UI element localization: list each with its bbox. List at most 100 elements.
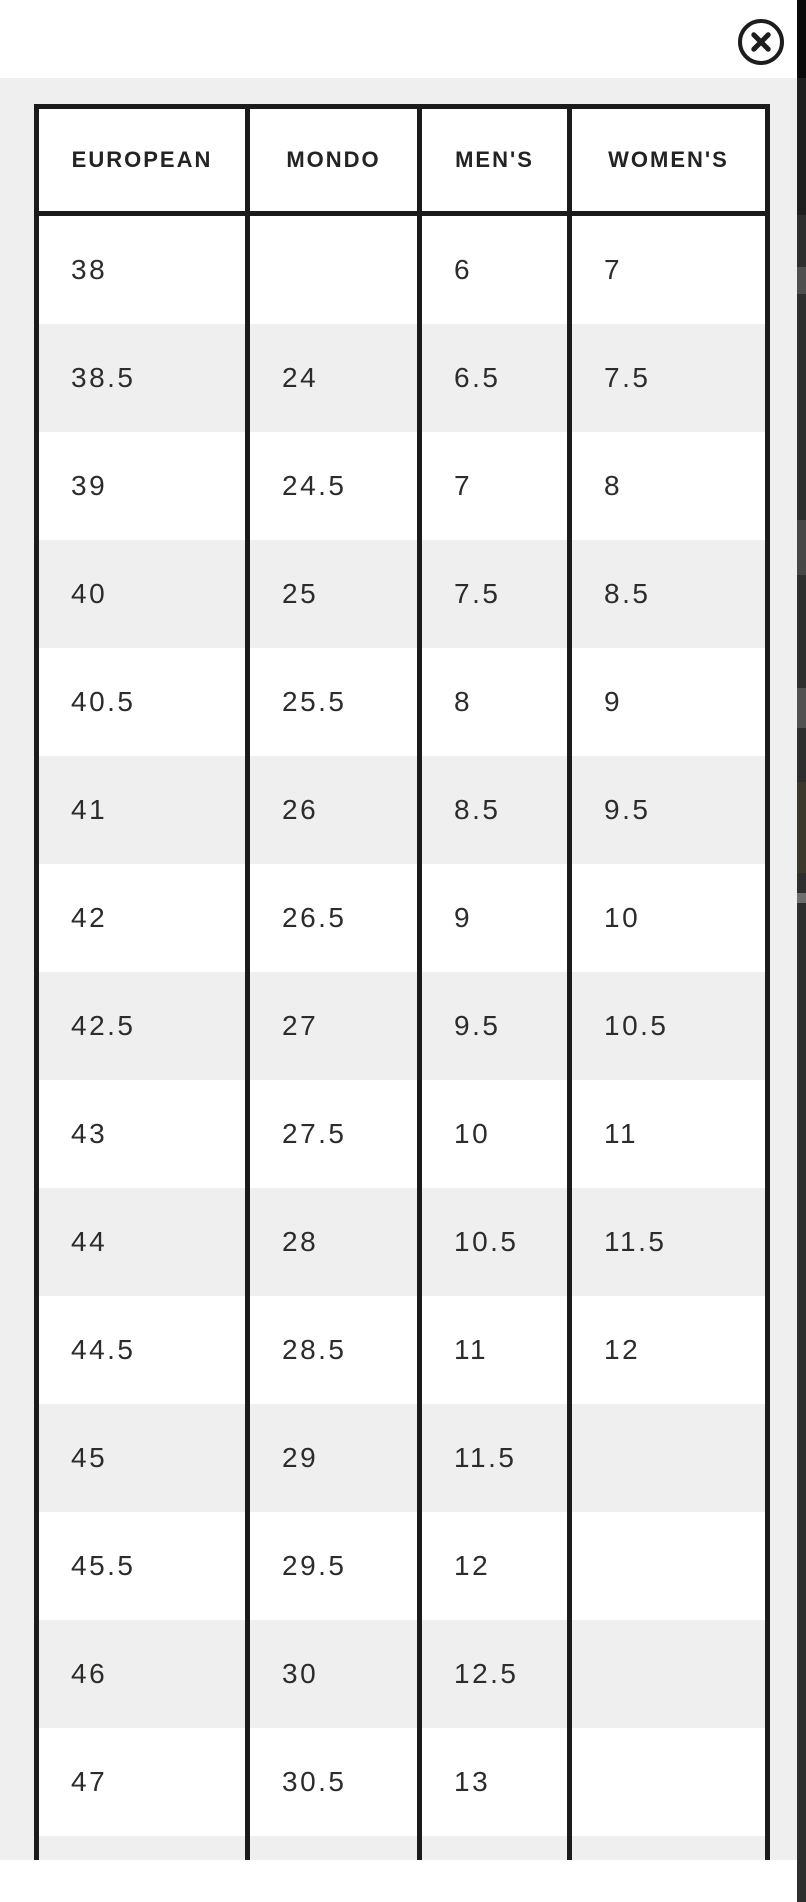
table-cell [567,1512,770,1620]
table-cell [245,213,422,324]
table-cell: 45 [34,1404,250,1512]
page-edge-mark [797,893,806,903]
table-cell: 9 [567,648,770,756]
size-chart-scroll-area[interactable]: EUROPEAN MONDO MEN'S WOMEN'S 38 6 7 38.5 24 6.5 7… [0,78,797,1860]
table-cell [245,1836,422,1860]
page-edge-mark [797,782,806,873]
table-row: 41 26 8.5 9.5 [34,756,770,864]
page-edge-mark [797,0,806,78]
table-cell: 7.5 [567,324,770,432]
table-cell [34,1836,250,1860]
background-page-edge [797,0,806,1902]
table-cell: 45.5 [34,1512,250,1620]
table-cell: 26.5 [245,864,422,972]
table-cell: 12 [417,1512,572,1620]
table-cell: 29.5 [245,1512,422,1620]
table-cell: 46 [34,1620,250,1728]
table-cell: 9.5 [417,972,572,1080]
table-cell: 44 [34,1188,250,1296]
table-cell: 7 [567,213,770,324]
table-cell: 30 [245,1620,422,1728]
table-header-row: EUROPEAN MONDO MEN'S WOMEN'S [34,104,770,216]
table-cell: 42 [34,864,250,972]
table-row: 40 25 7.5 8.5 [34,540,770,648]
table-cell: 7.5 [417,540,572,648]
table-cell [567,1404,770,1512]
table-row: 39 24.5 7 8 [34,432,770,540]
table-row: 38 6 7 [34,213,770,324]
table-cell: 39 [34,432,250,540]
page-edge-mark [797,78,806,215]
table-cell: 28.5 [245,1296,422,1404]
table-cell [567,1728,770,1836]
table-cell: 11.5 [417,1404,572,1512]
table-cell: 8 [417,648,572,756]
table-cell: 11 [417,1296,572,1404]
table-cell: 10 [567,864,770,972]
table-cell: 24.5 [245,432,422,540]
table-body: 38 6 7 38.5 24 6.5 7.5 39 24.5 7 8 40 25 7.5 8.5 40.5 25… [34,213,770,1860]
table-row: 44.5 28.5 11 12 [34,1296,770,1404]
table-cell: 27.5 [245,1080,422,1188]
table-cell: 38.5 [34,324,250,432]
table-row: 38.5 24 6.5 7.5 [34,324,770,432]
table-cell: 8 [567,432,770,540]
table-cell [417,1836,572,1860]
table-row: 44 28 10.5 11.5 [34,1188,770,1296]
table-cell: 10.5 [417,1188,572,1296]
table-cell: 38 [34,213,250,324]
table-row: 42 26.5 9 10 [34,864,770,972]
table-cell: 47 [34,1728,250,1836]
column-header: WOMEN'S [567,104,770,216]
close-icon [738,19,784,65]
table-row: 40.5 25.5 8 9 [34,648,770,756]
table-cell: 26 [245,756,422,864]
table-cell: 13 [417,1728,572,1836]
table-row: 42.5 27 9.5 10.5 [34,972,770,1080]
modal-footer [0,1860,797,1902]
table-row: 43 27.5 10 11 [34,1080,770,1188]
table-cell: 11.5 [567,1188,770,1296]
table-cell: 27 [245,972,422,1080]
size-chart-table: EUROPEAN MONDO MEN'S WOMEN'S 38 6 7 38.5 24 6.5 7… [34,104,770,1860]
close-button[interactable] [736,17,786,67]
table-cell: 12 [567,1296,770,1404]
table-cell: 8.5 [417,756,572,864]
table-cell [567,1620,770,1728]
table-clip: EUROPEAN MONDO MEN'S WOMEN'S 38 6 7 38.5 24 6.5 7… [34,104,771,1860]
column-header: EUROPEAN [34,104,250,216]
table-cell: 7 [417,432,572,540]
table-cell: 9 [417,864,572,972]
table-cell: 6 [417,213,572,324]
table-cell: 24 [245,324,422,432]
table-cell: 42.5 [34,972,250,1080]
table-cell: 28 [245,1188,422,1296]
column-header: MEN'S [417,104,572,216]
table-cell: 25.5 [245,648,422,756]
table-row: 47 30.5 13 [34,1728,770,1836]
page-edge-mark [797,520,806,575]
table-row: 46 30 12.5 [34,1620,770,1728]
table-cell: 40 [34,540,250,648]
table-cell: 12.5 [417,1620,572,1728]
table-cell: 10.5 [567,972,770,1080]
modal-header [0,0,797,78]
table-cell: 8.5 [567,540,770,648]
table-cell: 30.5 [245,1728,422,1836]
table-cell: 6.5 [417,324,572,432]
column-header: MONDO [245,104,422,216]
table-cell [567,1836,770,1860]
table-cell: 44.5 [34,1296,250,1404]
table-cell: 10 [417,1080,572,1188]
page-edge-mark [797,688,806,728]
table-row [34,1836,770,1860]
table-cell: 11 [567,1080,770,1188]
table-cell: 9.5 [567,756,770,864]
table-cell: 43 [34,1080,250,1188]
table-cell: 29 [245,1404,422,1512]
table-row: 45 29 11.5 [34,1404,770,1512]
page-edge-mark [797,267,806,294]
table-row: 45.5 29.5 12 [34,1512,770,1620]
